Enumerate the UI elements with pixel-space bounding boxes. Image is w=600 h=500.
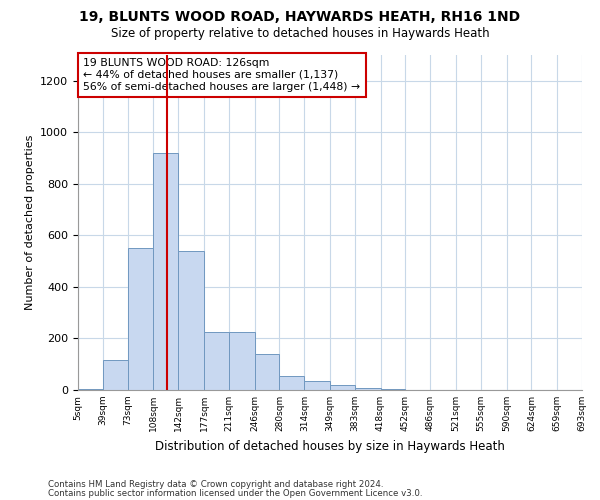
Text: 19 BLUNTS WOOD ROAD: 126sqm
← 44% of detached houses are smaller (1,137)
56% of : 19 BLUNTS WOOD ROAD: 126sqm ← 44% of det… xyxy=(83,58,360,92)
Y-axis label: Number of detached properties: Number of detached properties xyxy=(25,135,35,310)
Bar xyxy=(280,376,304,390)
Text: Size of property relative to detached houses in Haywards Heath: Size of property relative to detached ho… xyxy=(110,28,490,40)
Bar xyxy=(229,332,254,390)
Text: Contains public sector information licensed under the Open Government Licence v3: Contains public sector information licen… xyxy=(48,488,422,498)
Bar xyxy=(304,382,330,390)
Bar xyxy=(204,332,229,390)
Bar xyxy=(355,388,380,390)
Text: Contains HM Land Registry data © Crown copyright and database right 2024.: Contains HM Land Registry data © Crown c… xyxy=(48,480,383,489)
Bar xyxy=(128,248,154,390)
Bar xyxy=(254,354,280,390)
Bar xyxy=(178,251,204,390)
Text: 19, BLUNTS WOOD ROAD, HAYWARDS HEATH, RH16 1ND: 19, BLUNTS WOOD ROAD, HAYWARDS HEATH, RH… xyxy=(79,10,521,24)
Bar xyxy=(78,388,103,390)
Bar xyxy=(103,360,128,390)
Bar xyxy=(330,385,355,390)
X-axis label: Distribution of detached houses by size in Haywards Heath: Distribution of detached houses by size … xyxy=(155,440,505,452)
Bar xyxy=(154,153,178,390)
